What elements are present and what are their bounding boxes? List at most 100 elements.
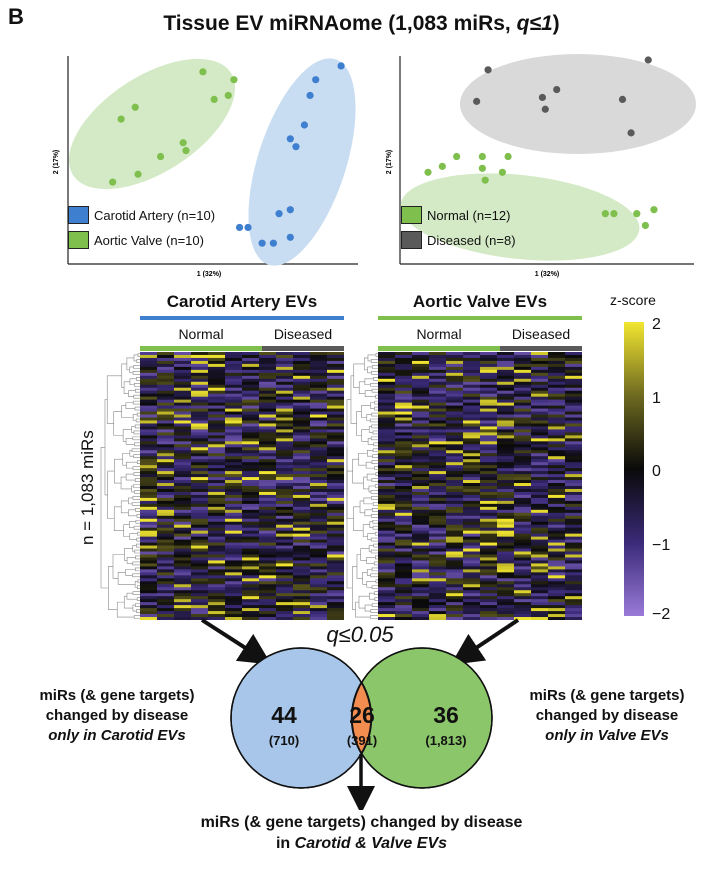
left-line2: changed by disease — [45, 707, 189, 724]
pca-point — [210, 95, 218, 103]
valve-normal-bar — [378, 346, 500, 351]
carotid-diseased-label: Diseased — [273, 326, 333, 342]
colorbar — [624, 322, 644, 616]
pca-point — [438, 162, 446, 170]
carotid-heatmap — [140, 352, 344, 620]
pca-point — [244, 223, 252, 232]
pca-point — [541, 105, 549, 113]
venn-right-text: miRs (& gene targets) changed by disease… — [494, 686, 720, 746]
pca-point — [157, 152, 165, 161]
colorbar-tick-neg1: −1 — [652, 537, 671, 554]
pca-point — [286, 206, 294, 214]
carotid-diseased-bar — [262, 346, 344, 351]
title-q: q≤1 — [516, 12, 553, 35]
title-prefix: Tissue EV miRNAome (1,083 miRs, — [163, 12, 517, 35]
valve-normal-label: Normal — [416, 326, 462, 342]
pca1-ylabel: 2 (17%) — [53, 150, 60, 175]
pca-point — [109, 178, 117, 186]
legend-swatch-green — [68, 231, 89, 249]
venn-center-targets: (391) — [346, 733, 378, 748]
pca-point — [275, 210, 283, 218]
valve-dendrogram — [346, 353, 378, 619]
pca1-xlabel: 1 (32%) — [197, 271, 222, 278]
pca-point — [230, 76, 238, 84]
legend-swatch-gray — [401, 231, 422, 249]
rows-label: n = 1,083 miRs — [78, 430, 97, 545]
diseased-cluster — [460, 54, 696, 154]
pca-disease-plot: 1 (32%) 2 (17%) — [386, 54, 696, 278]
arrow-valve — [450, 618, 520, 665]
pca-point — [650, 206, 658, 214]
heatmap-valve-title: Aortic Valve EVs — [412, 292, 548, 311]
arrow-carotid — [200, 618, 272, 665]
valve-diseased-bar — [500, 346, 582, 351]
pca-point — [258, 239, 266, 247]
pca-point — [179, 139, 187, 147]
colorbar-tick-2: 2 — [652, 316, 661, 333]
heatmap-carotid-title: Carotid Artery EVs — [166, 292, 318, 311]
pca-point — [131, 103, 139, 111]
q-threshold: q≤0.05 — [326, 622, 394, 647]
pca-point — [538, 93, 547, 102]
pca-point — [235, 223, 244, 232]
valve-title-bar — [378, 316, 582, 320]
pca-point — [306, 91, 314, 100]
left-line1: miRs (& gene targets) — [39, 687, 195, 704]
legend-swatch-green — [401, 206, 422, 224]
bottom-line2-italic: Carotid & Valve EVs — [294, 835, 448, 852]
pca2-ylabel: 2 (17%) — [386, 150, 393, 175]
venn-bottom-text: miRs (& gene targets) changed by disease… — [100, 812, 623, 854]
left-line3-italic: only in Carotid EVs — [48, 727, 186, 744]
legend-normal: Normal (n=12) — [401, 206, 516, 224]
venn-left-targets: (710) — [268, 733, 300, 748]
pca-point — [504, 152, 512, 161]
legend-diseased: Diseased (n=8) — [401, 231, 516, 249]
bottom-line1: miRs (& gene targets) changed by disease — [200, 814, 523, 831]
pca-point — [601, 210, 609, 218]
legend-carotid: Carotid Artery (n=10) — [68, 206, 215, 224]
normal-cluster — [400, 173, 640, 261]
colorbar-tick-neg2: −2 — [652, 606, 671, 623]
venn-center-count: 26 — [349, 702, 375, 728]
venn-left-count: 44 — [271, 702, 297, 728]
pca-point — [224, 91, 232, 100]
pca2-legend: Normal (n=12) Diseased (n=8) — [401, 206, 516, 249]
pca-point — [286, 135, 294, 143]
legend-carotid-label: Carotid Artery (n=10) — [94, 207, 216, 223]
pca-point — [481, 176, 489, 184]
pca-point — [627, 129, 635, 137]
bottom-line2-prefix: in — [275, 835, 295, 852]
pca-point — [610, 210, 618, 218]
venn-diagram — [200, 618, 520, 810]
right-line3: only in Valve EVs — [494, 726, 720, 746]
pca-point — [641, 221, 649, 230]
figure-title: Tissue EV miRNAome (1,083 miRs, q≤1) — [0, 12, 723, 36]
legend-valve-label: Aortic Valve (n=10) — [94, 232, 204, 248]
pca-point — [300, 121, 309, 129]
pca-point — [644, 56, 652, 64]
pca-point — [484, 66, 492, 74]
colorbar-tick-1: 1 — [652, 390, 661, 407]
carotid-artery-cluster — [248, 58, 356, 266]
pca1-legend: Carotid Artery (n=10) Aortic Valve (n=10… — [68, 206, 215, 249]
legend-swatch-blue — [68, 206, 89, 224]
right-line3-italic: only in Valve EVs — [545, 727, 669, 744]
panel-label: B — [8, 4, 24, 29]
carotid-dendrogram — [100, 353, 140, 619]
legend-normal-label: Normal (n=12) — [427, 207, 511, 223]
legend-diseased-label: Diseased (n=8) — [427, 232, 516, 248]
left-line3: only in Carotid EVs — [4, 726, 230, 746]
colorbar-title: z-score — [610, 292, 656, 308]
pca-point — [182, 147, 190, 155]
title-suffix: ) — [552, 12, 560, 35]
aortic-valve-cluster — [68, 58, 236, 190]
pca-point — [478, 152, 486, 161]
pca-point — [337, 62, 345, 70]
colorbar-tick-0: 0 — [652, 463, 661, 480]
bottom-line2: in Carotid & Valve EVs — [100, 833, 623, 854]
pca-point — [553, 85, 561, 94]
venn-right-count: 36 — [433, 702, 459, 728]
pca-point — [312, 76, 320, 84]
pca-point — [498, 168, 506, 176]
right-line2: changed by disease — [535, 707, 679, 724]
